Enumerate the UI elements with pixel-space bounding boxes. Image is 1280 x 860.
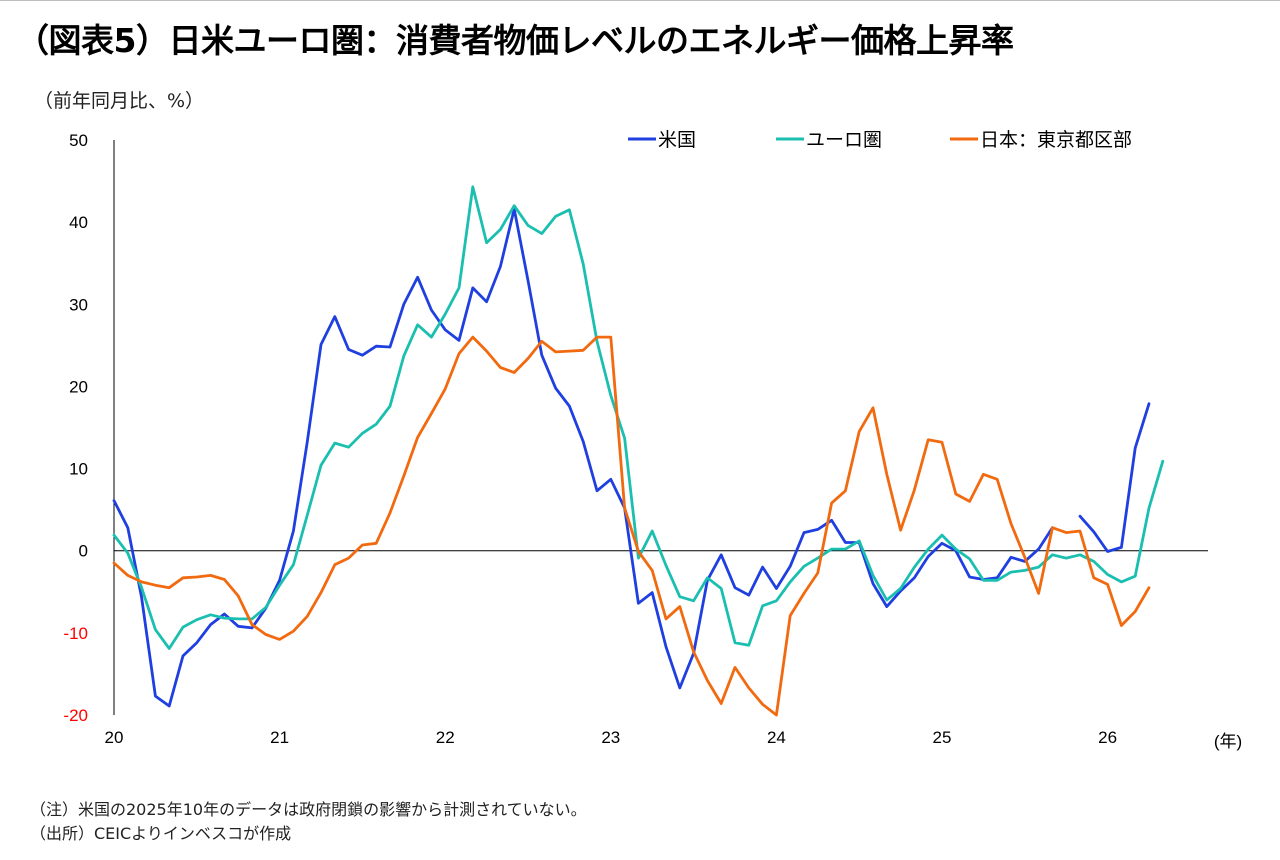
- legend-label-2: ユーロ圏: [806, 130, 882, 151]
- x-tick-label: 24: [767, 728, 786, 747]
- page-title: （図表5）日米ユーロ圏：消費者物価レベルのエネルギー価格上昇率: [16, 21, 1014, 60]
- x-tick-label: 21: [270, 728, 289, 747]
- footnote-source: （出所）CEICよりインベスコが作成: [30, 824, 292, 843]
- x-tick-label: 20: [105, 728, 124, 747]
- legend-label-3: 日本：東京都区部: [980, 129, 1132, 151]
- x-tick-label: 25: [933, 728, 952, 747]
- y-tick-label: -10: [63, 624, 88, 643]
- chart-axes: -20 -10 0 10 20 30 40 50 20 21 22 23 24 25 26 (年): [63, 131, 1242, 751]
- y-tick-label: 30: [69, 295, 88, 314]
- x-tick-label: 23: [601, 728, 620, 747]
- y-tick-label: 10: [69, 460, 88, 479]
- x-axis-unit-label: (年): [1214, 732, 1242, 751]
- chart-series: [112, 185, 1165, 717]
- chart-legend: 米国 ユーロ圏 日本：東京都区部: [628, 129, 1132, 151]
- y-tick-label: 40: [69, 213, 88, 232]
- footnote-note: （注）米国の2025年10年のデータは政府閉鎖の影響から計測されていない。: [30, 800, 587, 819]
- y-tick-label: -20: [63, 706, 88, 725]
- y-tick-label: 20: [69, 377, 88, 396]
- footnotes: （注）米国の2025年10年のデータは政府閉鎖の影響から計測されていない。 （出…: [30, 798, 587, 846]
- series-line-1: [112, 207, 1151, 708]
- y-axis-unit-label: （前年同月比、%）: [34, 90, 205, 112]
- legend-label-1: 米国: [658, 129, 696, 151]
- y-tick-label: 50: [69, 131, 88, 150]
- series-line-2: [112, 185, 1165, 650]
- series-line-3: [112, 335, 1151, 717]
- x-tick-label: 26: [1098, 728, 1117, 747]
- x-tick-label: 22: [436, 728, 455, 747]
- y-tick-label: 0: [79, 542, 88, 561]
- top-border: [0, 0, 1280, 1]
